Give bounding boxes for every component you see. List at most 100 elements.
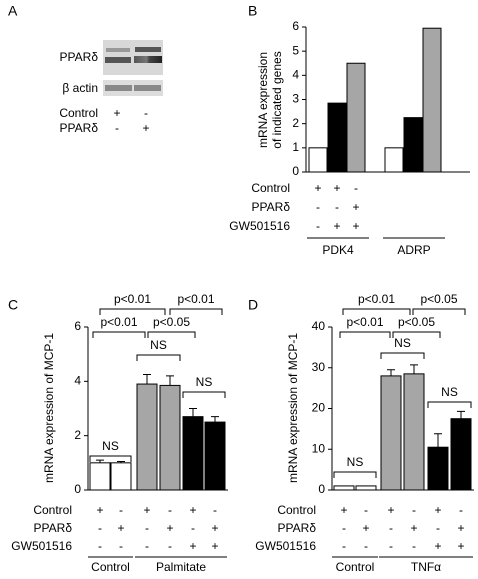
condition-sign: + [211, 539, 218, 553]
condition-label: GW501516 [229, 219, 290, 233]
y-tick-label: 0 [292, 164, 299, 178]
y-tick-label: 3 [292, 92, 299, 106]
y-tick-label: 20 [312, 401, 326, 415]
y-tick-label: 6 [74, 319, 81, 333]
bar [333, 485, 355, 491]
error-bar [410, 364, 418, 374]
condition-sign: + [189, 503, 196, 517]
bar [89, 462, 111, 491]
annotation: p<0.01 [346, 315, 383, 329]
condition-sign: + [340, 503, 347, 517]
bar [355, 485, 377, 491]
y-tick-label: 4 [74, 374, 81, 388]
condition-sign: + [143, 503, 150, 517]
condition-label: Control [277, 503, 316, 517]
bar [422, 27, 442, 173]
condition-sign: + [352, 200, 359, 214]
condition-sign: - [389, 521, 393, 535]
condition-sign: - [191, 521, 195, 535]
bracket [339, 331, 391, 338]
condition-sign: - [364, 503, 368, 517]
bracket [99, 308, 166, 315]
panel-label: A [8, 3, 18, 19]
annotation: p<0.01 [358, 292, 395, 306]
condition-sign: + [96, 503, 103, 517]
condition-sign: + [333, 219, 340, 233]
blot-row-label: β actin [62, 81, 98, 95]
condition-sign: - [335, 200, 339, 214]
bracket [92, 331, 146, 338]
bar [308, 147, 328, 173]
condition-sign: - [119, 539, 123, 553]
condition-sign: + [113, 106, 120, 120]
condition-sign: + [352, 219, 359, 233]
bracket [380, 352, 425, 359]
annotation: NS [102, 439, 119, 453]
annotation: p<0.01 [100, 315, 137, 329]
condition-sign: + [434, 503, 441, 517]
condition-sign: - [119, 503, 123, 517]
condition-sign: + [362, 521, 369, 535]
condition-label: GW501516 [255, 539, 316, 553]
bracket [89, 455, 132, 462]
bracket [136, 354, 181, 361]
condition-sign: + [333, 181, 340, 195]
condition-sign: - [459, 503, 463, 517]
error-bar [211, 416, 219, 423]
condition-sign: + [410, 521, 417, 535]
condition-label: PPARδ [60, 121, 99, 135]
condition-sign: - [364, 539, 368, 553]
condition-label: PPARδ [34, 521, 73, 535]
bracket [427, 401, 472, 408]
y-tick-label: 2 [292, 116, 299, 130]
condition-label: Control [59, 106, 98, 120]
condition-sign: + [314, 181, 321, 195]
condition-sign: + [457, 521, 464, 535]
error-bar [166, 375, 174, 386]
condition-sign: - [342, 521, 346, 535]
condition-sign: - [436, 521, 440, 535]
error-bar [189, 408, 197, 417]
condition-sign: - [98, 539, 102, 553]
bracket [147, 331, 196, 338]
y-axis-title: of indicated genes [270, 51, 284, 148]
bracket [412, 308, 466, 315]
condition-sign: - [213, 503, 217, 517]
group-label: Palmitate [156, 560, 206, 574]
group-label: Control [91, 560, 130, 574]
y-tick-label: 4 [292, 68, 299, 82]
bar [403, 117, 423, 173]
bar [380, 375, 402, 491]
condition-sign: + [166, 521, 173, 535]
condition-sign: - [342, 539, 346, 553]
y-axis-title: mRNA expression [256, 52, 270, 148]
bar [384, 147, 404, 173]
y-tick-label: 2 [74, 428, 81, 442]
condition-sign: + [387, 503, 394, 517]
bracket [342, 308, 411, 315]
x-tick-label: ADRP [397, 243, 430, 257]
bracket [182, 391, 226, 398]
y-tick-label: 10 [312, 441, 326, 455]
error-bar [457, 410, 465, 419]
condition-sign: - [98, 521, 102, 535]
bar [136, 383, 158, 491]
error-bar [434, 433, 442, 448]
condition-sign: + [457, 539, 464, 553]
bracket [169, 308, 223, 315]
blot-row-label: PPARδ [60, 50, 99, 64]
condition-sign: - [144, 106, 148, 120]
condition-sign: + [117, 521, 124, 535]
bar [427, 446, 449, 491]
condition-sign: - [115, 121, 119, 135]
condition-sign: - [412, 539, 416, 553]
bar [110, 462, 132, 491]
annotation: p<0.05 [398, 315, 435, 329]
y-axis-title: mRNA expression of MCP-1 [286, 333, 300, 483]
error-bar [387, 369, 395, 376]
y-axis-title: mRNA expression of MCP-1 [42, 333, 56, 483]
condition-sign: + [434, 539, 441, 553]
error-bar [96, 459, 104, 463]
bar [346, 62, 366, 173]
